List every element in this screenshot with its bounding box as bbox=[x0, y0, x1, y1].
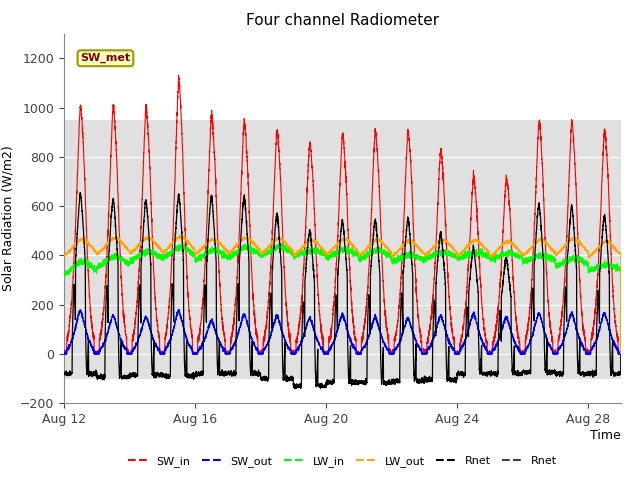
Title: Four channel Radiometer: Four channel Radiometer bbox=[246, 13, 439, 28]
Bar bbox=[64, 120, 621, 379]
Text: SW_met: SW_met bbox=[81, 53, 131, 63]
Legend: SW_in, SW_out, LW_in, LW_out, Rnet, Rnet: SW_in, SW_out, LW_in, LW_out, Rnet, Rnet bbox=[124, 452, 561, 471]
X-axis label: Time: Time bbox=[590, 429, 621, 442]
Y-axis label: Solar Radiation (W/m2): Solar Radiation (W/m2) bbox=[1, 145, 14, 291]
